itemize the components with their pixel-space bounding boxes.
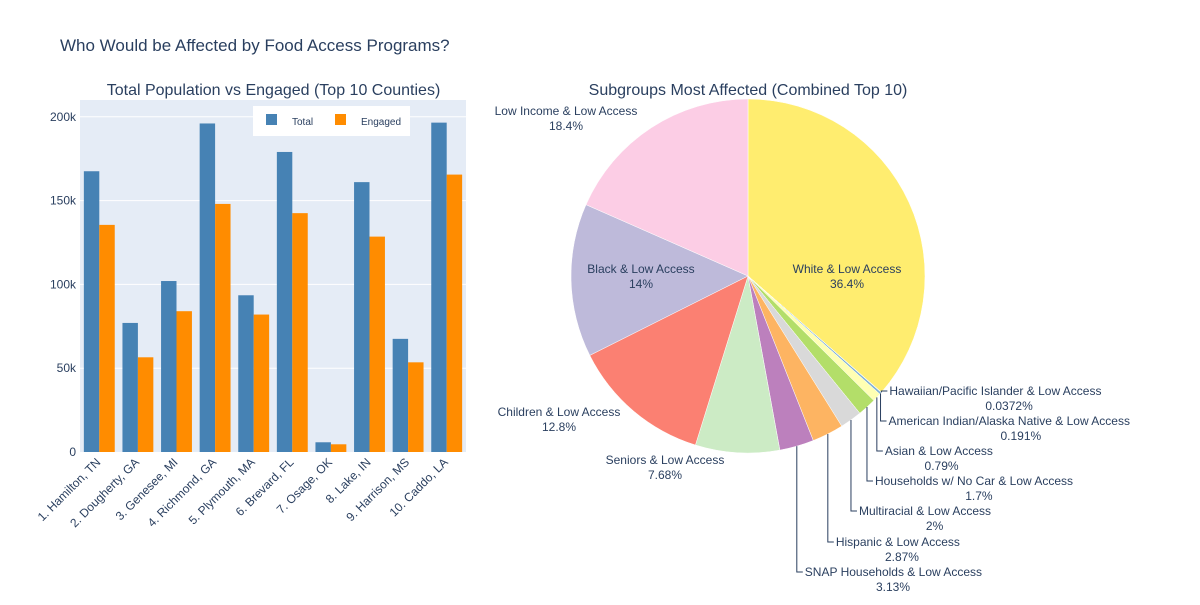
pie-slice-low-income-low-access[interactable] (585, 98, 749, 277)
pie-slice-black-low-access[interactable] (570, 204, 749, 356)
leader-line-hispanic-low-access (827, 433, 834, 543)
bar-total-8[interactable] (354, 182, 370, 452)
pie-label-white-low-access: White & Low Access 36.4% (793, 262, 902, 291)
bar-x-ticks: 1. Hamilton, TN2. Dougherty, GA3. Genese… (35, 455, 451, 530)
bar-total-1[interactable] (83, 171, 100, 452)
bar-total-6[interactable] (276, 151, 293, 452)
leader-line-asian-low-access (876, 397, 883, 452)
y-tick-label: 50k (57, 361, 77, 375)
pie-label-snap-households-low-access: SNAP Households & Low Access 3.13% (805, 565, 982, 594)
bar-engaged-9[interactable] (408, 362, 424, 452)
pie-label-children-low-access: Children & Low Access 12.8% (498, 405, 621, 434)
legend-swatch-engaged (335, 114, 346, 125)
pie-chart-title: Subgroups Most Affected (Combined Top 10… (589, 82, 908, 99)
pie-slices (570, 98, 926, 454)
legend-swatch-total (266, 114, 277, 125)
pie-label-american-indian-alaska-native-low-access: American Indian/Alaska Native & Low Acce… (889, 414, 1130, 443)
legend-label-total: Total (292, 117, 313, 128)
pie-label-seniors-low-access: Seniors & Low Access 7.68% (606, 453, 725, 482)
pie-label-hawaiian-pacific-islander-low-access: Hawaiian/Pacific Islander & Low Access 0.… (889, 384, 1101, 413)
y-tick-label: 100k (50, 277, 77, 291)
leader-line-multiracial-low-access (850, 419, 857, 512)
bar-engaged-2[interactable] (137, 357, 154, 452)
bar-engaged-8[interactable] (369, 236, 385, 452)
x-tick-label: 2. Dougherty, GA (67, 455, 142, 530)
bar-total-4[interactable] (199, 123, 216, 452)
bar-engaged-4[interactable] (215, 203, 231, 452)
bar-total-5[interactable] (238, 295, 254, 452)
pie-label-multiracial-low-access: Multiracial & Low Access 2% (859, 504, 991, 533)
bar-engaged-10[interactable] (446, 174, 463, 453)
pie-label-households-w-no-car-low-access: Households w/ No Car & Low Access 1.7% (875, 474, 1073, 503)
bar-total-7[interactable] (315, 442, 331, 452)
pie-chart: Subgroups Most Affected (Combined Top 10… (495, 82, 1130, 594)
x-tick-label: 5. Plymouth, MA (186, 455, 258, 527)
figure-title: Who Would be Affected by Food Access Pro… (60, 36, 450, 55)
bar-y-ticks: 0 50k 100k 150k 200k (50, 110, 77, 459)
pie-label-low-income-low-access: Low Income & Low Access 18.4% (495, 104, 638, 133)
leader-line-american-indian-alaska-native-low-access (880, 393, 887, 422)
bar-legend[interactable]: Total Engaged (253, 106, 410, 136)
bar-chart: Total Population vs Engaged (Top 10 Coun… (35, 82, 466, 530)
pie-slice-white-low-access[interactable] (747, 98, 926, 393)
y-tick-label: 150k (50, 194, 77, 208)
pie-label-black-low-access: Black & Low Access 14% (587, 262, 694, 291)
leader-line-hawaiian-pacific-islander-low-access (880, 390, 888, 393)
bar-total-9[interactable] (392, 338, 409, 452)
bar-engaged-7[interactable] (330, 444, 347, 452)
bar-total-10[interactable] (431, 122, 447, 452)
y-tick-label: 0 (69, 445, 76, 459)
bar-engaged-3[interactable] (176, 311, 192, 452)
bar-total-2[interactable] (122, 322, 138, 452)
legend-box (253, 106, 410, 136)
bar-total-3[interactable] (161, 281, 177, 452)
pie-leader-lines (796, 390, 888, 573)
legend-label-engaged: Engaged (361, 117, 401, 128)
bar-engaged-6[interactable] (292, 213, 308, 452)
pie-slice-children-low-access[interactable] (589, 275, 749, 446)
pie-label-asian-low-access: Asian & Low Access 0.79% (885, 444, 993, 473)
bar-engaged-5[interactable] (253, 314, 270, 452)
y-tick-label: 200k (50, 110, 77, 124)
bar-engaged-1[interactable] (99, 224, 115, 452)
bar-marks (83, 122, 463, 453)
leader-line-households-w-no-car-low-access (866, 407, 873, 482)
leader-line-snap-households-low-access (796, 446, 803, 573)
pie-labels: White & Low Access 36.4% Black & Low Acces… (495, 104, 1130, 594)
x-tick-label: 4. Richmond, GA (145, 455, 220, 530)
pie-label-hispanic-low-access: Hispanic & Low Access 2.87% (836, 535, 960, 564)
bar-chart-title: Total Population vs Engaged (Top 10 Coun… (107, 82, 441, 99)
